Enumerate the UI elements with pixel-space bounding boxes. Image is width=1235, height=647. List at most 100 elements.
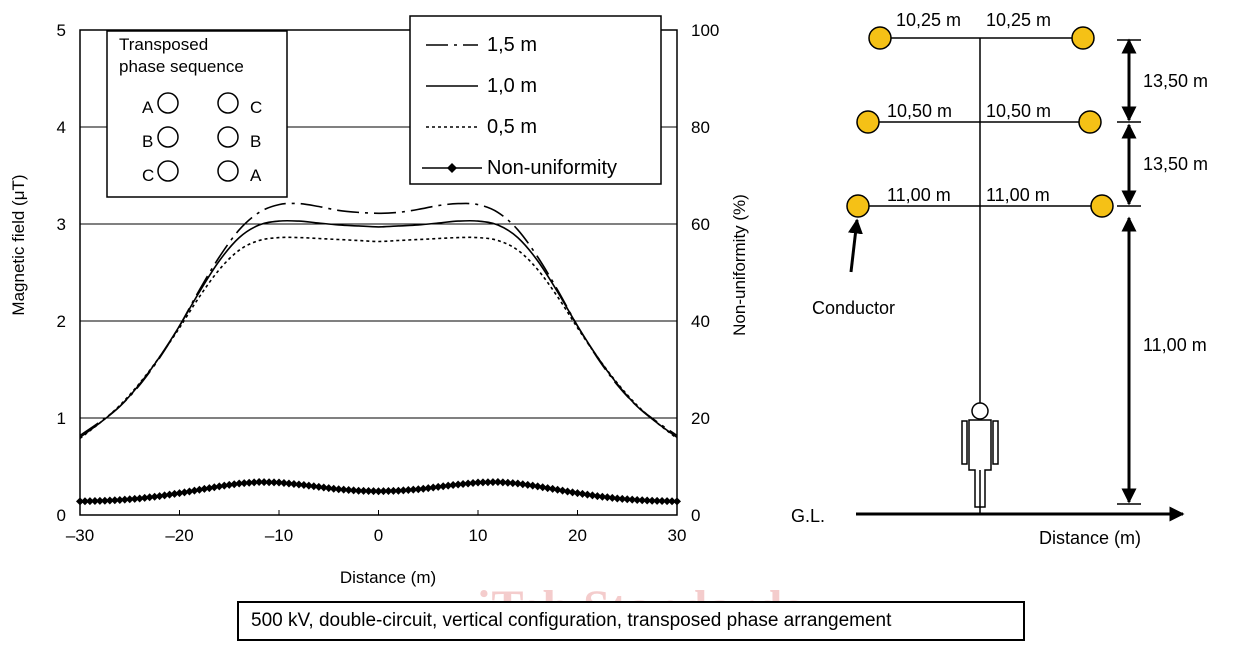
conductors [846, 26, 1114, 218]
legend-label: Non-uniformity [487, 157, 617, 179]
series-non-uniformity [76, 478, 681, 506]
conductor-circle [1071, 26, 1095, 50]
phase-conductor-circle [157, 160, 179, 182]
y-axis-label: Magnetic field (μT) [9, 174, 28, 315]
non-uniformity-point [354, 486, 363, 495]
non-uniformity-point [573, 489, 582, 498]
x-axis-label: Distance (m) [340, 568, 436, 587]
non-uniformity-point [230, 480, 239, 489]
non-uniformity-point [598, 492, 607, 501]
non-uniformity-point [464, 479, 473, 488]
phase-conductor-circle [157, 92, 179, 114]
y2-tick-label: 20 [691, 409, 710, 428]
span-label-bottom-left: 11,00 m [887, 185, 951, 205]
conductor-circle [1090, 194, 1114, 218]
non-uniformity-point [563, 487, 572, 496]
non-uniformity-point [130, 494, 139, 503]
phase-box-title-1: Transposed [119, 35, 208, 54]
conductor-pointer-arrow [848, 218, 863, 273]
x-tick-label: 20 [568, 526, 587, 545]
non-uniformity-point [115, 495, 124, 504]
non-uniformity-point [225, 480, 234, 489]
non-uniformity-point [180, 488, 189, 497]
legend: 1,5 m 1,0 m 0,5 m Non-uniformity [409, 15, 662, 185]
non-uniformity-point [533, 482, 542, 491]
legend-item: 1,0 m [426, 75, 537, 97]
non-uniformity-point [309, 482, 318, 491]
non-uniformity-point [255, 478, 264, 487]
non-uniformity-point [483, 478, 492, 487]
non-uniformity-point [105, 496, 114, 505]
non-uniformity-point [175, 489, 184, 498]
non-uniformity-point [235, 479, 244, 488]
non-uniformity-point [633, 495, 642, 504]
phase-box-title-2: phase sequence [119, 57, 244, 76]
non-uniformity-point [434, 482, 443, 491]
non-uniformity-point [538, 483, 547, 492]
non-uniformity-point [503, 478, 512, 487]
non-uniformity-point [80, 497, 89, 506]
non-uniformity-point [125, 495, 134, 504]
series-line-1-5-m [79, 202, 678, 437]
non-uniformity-point [100, 496, 109, 505]
non-uniformity-point [145, 493, 154, 502]
non-uniformity-point [319, 483, 328, 492]
phase-conductor-circle [217, 126, 239, 148]
non-uniformity-point [424, 484, 433, 493]
non-uniformity-point [245, 478, 254, 487]
vertical-label-upper: 13,50 m [1143, 71, 1208, 91]
non-uniformity-point [469, 478, 478, 487]
y-tick-label: 4 [57, 118, 66, 137]
non-uniformity-point [379, 487, 388, 496]
non-uniformity-point [553, 485, 562, 494]
non-uniformity-point [220, 481, 229, 490]
non-uniformity-point [190, 486, 199, 495]
y-tick-label: 5 [57, 21, 66, 40]
non-uniformity-point [653, 496, 662, 505]
non-uniformity-point [279, 478, 288, 487]
non-uniformity-point [543, 484, 552, 493]
non-uniformity-point [523, 480, 532, 489]
series-line-1-0-m [79, 219, 678, 439]
non-uniformity-point [414, 485, 423, 494]
vertical-label-lower: 11,00 m [1143, 335, 1207, 355]
non-uniformity-point [150, 492, 159, 501]
non-uniformity-point [583, 490, 592, 499]
non-uniformity-point [429, 483, 438, 492]
non-uniformity-point [359, 486, 368, 495]
non-uniformity-point [299, 481, 308, 490]
y-tick-label: 1 [57, 409, 66, 428]
y2-tick-label: 60 [691, 215, 710, 234]
non-uniformity-point [260, 478, 269, 487]
non-uniformity-point [344, 486, 353, 495]
non-uniformity-point [275, 478, 283, 487]
axis-ticks: 0 1 2 3 4 5 0 20 40 60 80 100 –30 –20 –10 0 10 20 30 [57, 21, 720, 545]
legend-item: Non-uniformity [422, 157, 617, 179]
non-uniformity-point [454, 480, 463, 489]
non-uniformity-point [339, 485, 348, 494]
non-uniformity-point [623, 495, 632, 504]
y-tick-label: 0 [57, 506, 66, 525]
non-uniformity-point [270, 478, 279, 487]
non-uniformity-point [90, 497, 99, 506]
non-uniformity-point [474, 478, 482, 487]
non-uniformity-point [155, 492, 164, 501]
non-uniformity-point [668, 497, 677, 506]
conductor-label: Conductor [812, 298, 895, 318]
data-series [76, 202, 681, 506]
non-uniformity-point [478, 478, 487, 487]
non-uniformity-point [160, 491, 169, 500]
non-uniformity-point [76, 497, 84, 506]
y-tick-label: 2 [57, 312, 66, 331]
non-uniformity-point [85, 497, 94, 506]
non-uniformity-point [165, 490, 174, 499]
non-uniformity-point [673, 497, 681, 506]
y2-tick-label: 100 [691, 21, 719, 40]
non-uniformity-point [394, 486, 403, 495]
non-uniformity-point [185, 487, 194, 496]
tower-diagram: 10,25 m 10,25 m 10,50 m 10,50 m 11,00 m … [791, 10, 1208, 548]
non-uniformity-point [628, 495, 637, 504]
non-uniformity-point [329, 484, 338, 493]
x-tick-label: –20 [165, 526, 193, 545]
